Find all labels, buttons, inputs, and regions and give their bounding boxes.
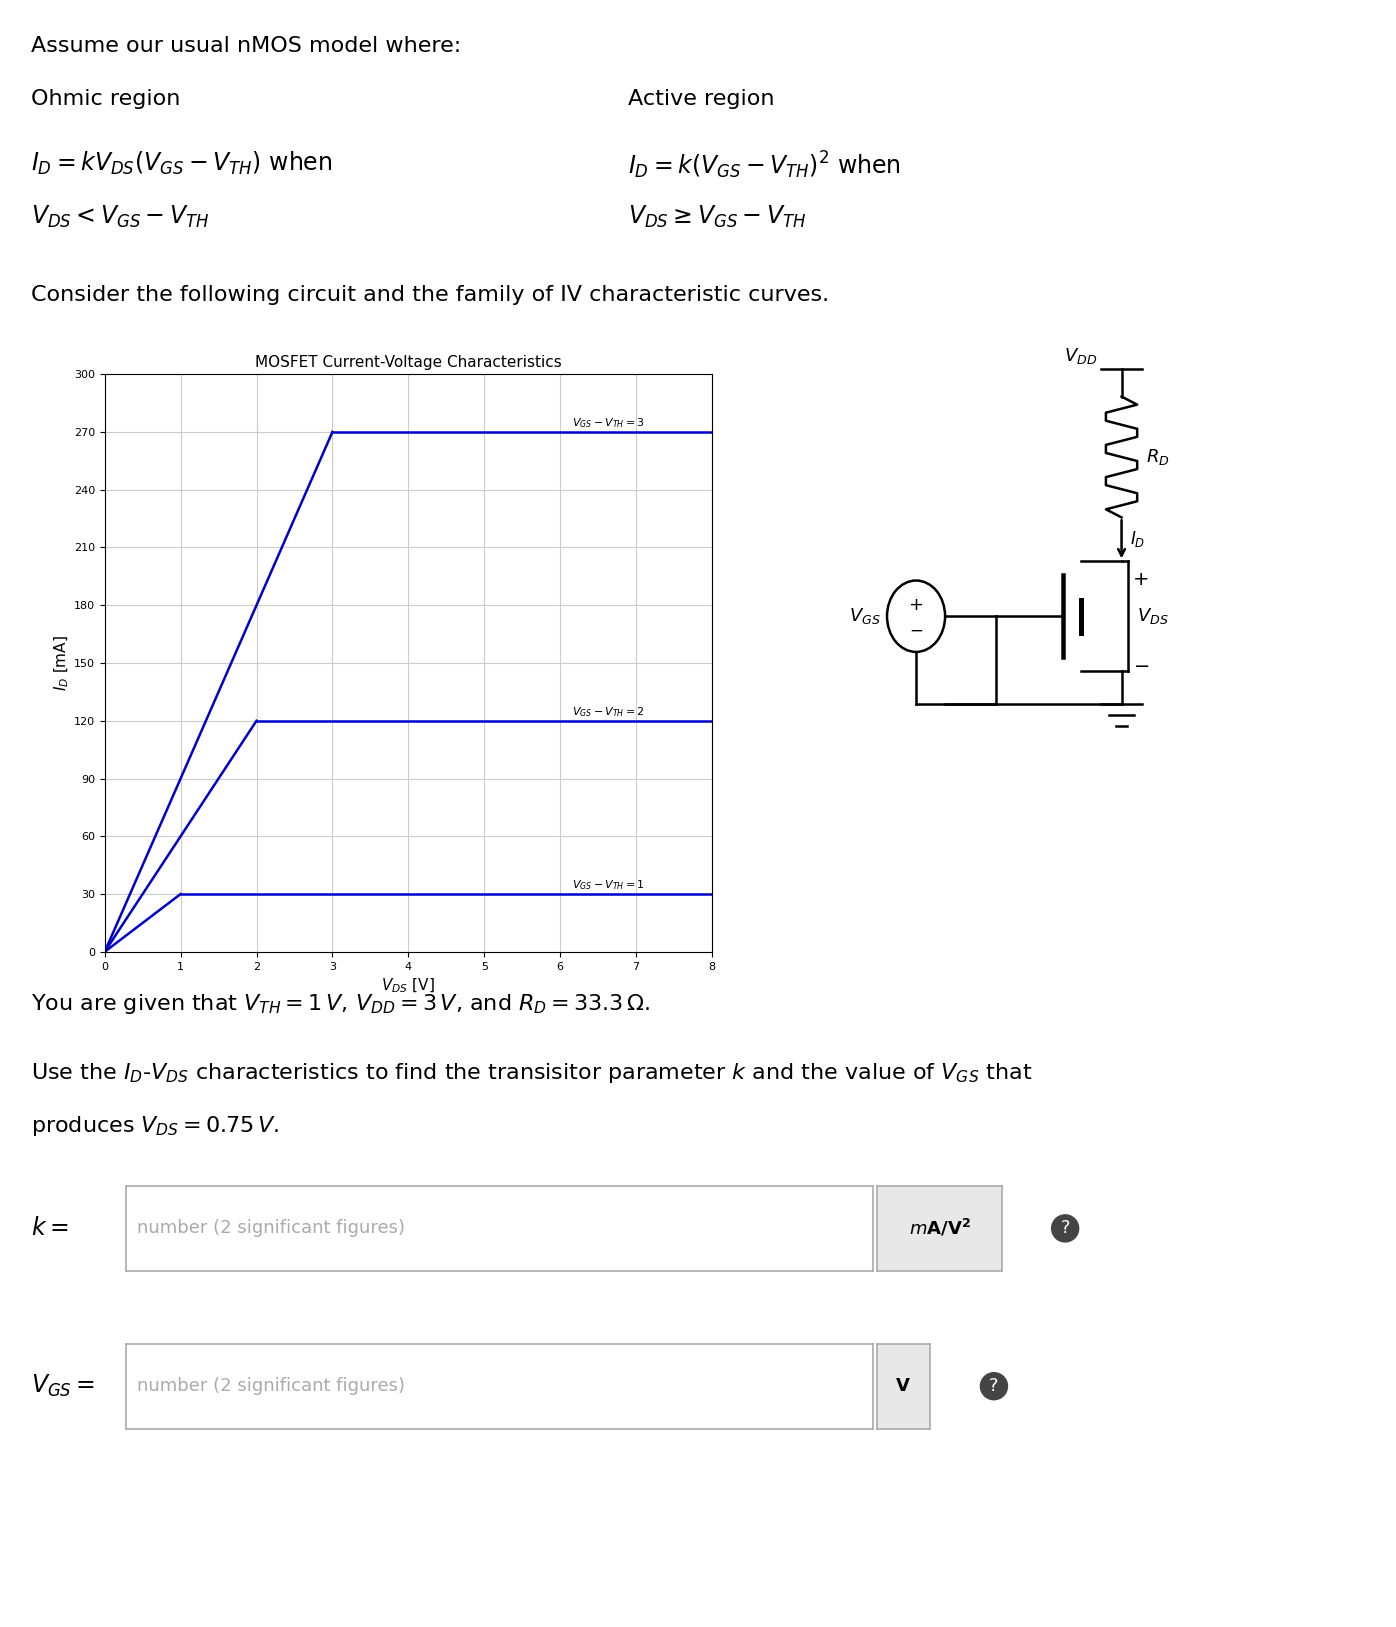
Text: $V_{DS}$: $V_{DS}$ bbox=[1138, 607, 1168, 626]
Text: Consider the following circuit and the family of IV characteristic curves.: Consider the following circuit and the f… bbox=[31, 285, 829, 304]
Text: $\mathbf{V}$: $\mathbf{V}$ bbox=[895, 1376, 912, 1396]
Text: $V_{DS} \geq V_{GS} - V_{TH}$: $V_{DS} \geq V_{GS} - V_{TH}$ bbox=[628, 203, 807, 229]
Text: $-$: $-$ bbox=[909, 622, 923, 639]
Text: $I_D = kV_{DS}(V_{GS} - V_{TH})$ when: $I_D = kV_{DS}(V_{GS} - V_{TH})$ when bbox=[31, 150, 332, 177]
Y-axis label: $I_D$ [mA]: $I_D$ [mA] bbox=[53, 635, 71, 691]
Text: $V_{GS} - V_{TH} = 2$: $V_{GS} - V_{TH} = 2$ bbox=[571, 704, 644, 719]
Text: You are given that $V_{TH} = 1\,V$, $V_{DD} = 3\,V$, and $R_D = 33.3\,\Omega$.: You are given that $V_{TH} = 1\,V$, $V_{… bbox=[31, 992, 651, 1017]
Text: ?: ? bbox=[1061, 1219, 1069, 1238]
Text: Ohmic region: Ohmic region bbox=[31, 89, 180, 109]
Text: $-$: $-$ bbox=[1132, 654, 1149, 674]
Text: $V_{DS} < V_{GS} - V_{TH}$: $V_{DS} < V_{GS} - V_{TH}$ bbox=[31, 203, 209, 229]
Text: $I_D = k(V_{GS} - V_{TH})^2$ when: $I_D = k(V_{GS} - V_{TH})^2$ when bbox=[628, 150, 900, 181]
Title: MOSFET Current-Voltage Characteristics: MOSFET Current-Voltage Characteristics bbox=[255, 355, 561, 371]
Text: $V_{DD}$: $V_{DD}$ bbox=[1064, 347, 1097, 366]
Text: number (2 significant figures): number (2 significant figures) bbox=[137, 1219, 405, 1238]
Text: Assume our usual nMOS model where:: Assume our usual nMOS model where: bbox=[31, 36, 461, 55]
Text: Active region: Active region bbox=[628, 89, 775, 109]
Text: $V_{GS} - V_{TH} = 1$: $V_{GS} - V_{TH} = 1$ bbox=[571, 879, 644, 892]
Text: +: + bbox=[909, 595, 924, 615]
Text: $R_D$: $R_D$ bbox=[1146, 447, 1170, 467]
Text: +: + bbox=[1132, 569, 1149, 589]
Text: number (2 significant figures): number (2 significant figures) bbox=[137, 1376, 405, 1396]
Text: $V_{GS} =$: $V_{GS} =$ bbox=[31, 1373, 95, 1399]
Text: produces $V_{DS} = 0.75\,V$.: produces $V_{DS} = 0.75\,V$. bbox=[31, 1114, 279, 1139]
Text: $k =$: $k =$ bbox=[31, 1217, 68, 1240]
Text: $I_D$: $I_D$ bbox=[1131, 529, 1146, 550]
X-axis label: $V_{DS}$ [V]: $V_{DS}$ [V] bbox=[381, 978, 436, 996]
Text: $\mathbf{\mathit{m}A/V^2}$: $\mathbf{\mathit{m}A/V^2}$ bbox=[909, 1219, 970, 1238]
Text: $V_{GS} - V_{TH} = 3$: $V_{GS} - V_{TH} = 3$ bbox=[571, 417, 645, 430]
Text: $V_{GS}$: $V_{GS}$ bbox=[849, 607, 881, 626]
Text: ?: ? bbox=[990, 1376, 998, 1396]
Text: Use the $I_D$-$V_{DS}$ characteristics to find the transisitor parameter $k$ and: Use the $I_D$-$V_{DS}$ characteristics t… bbox=[31, 1061, 1032, 1085]
